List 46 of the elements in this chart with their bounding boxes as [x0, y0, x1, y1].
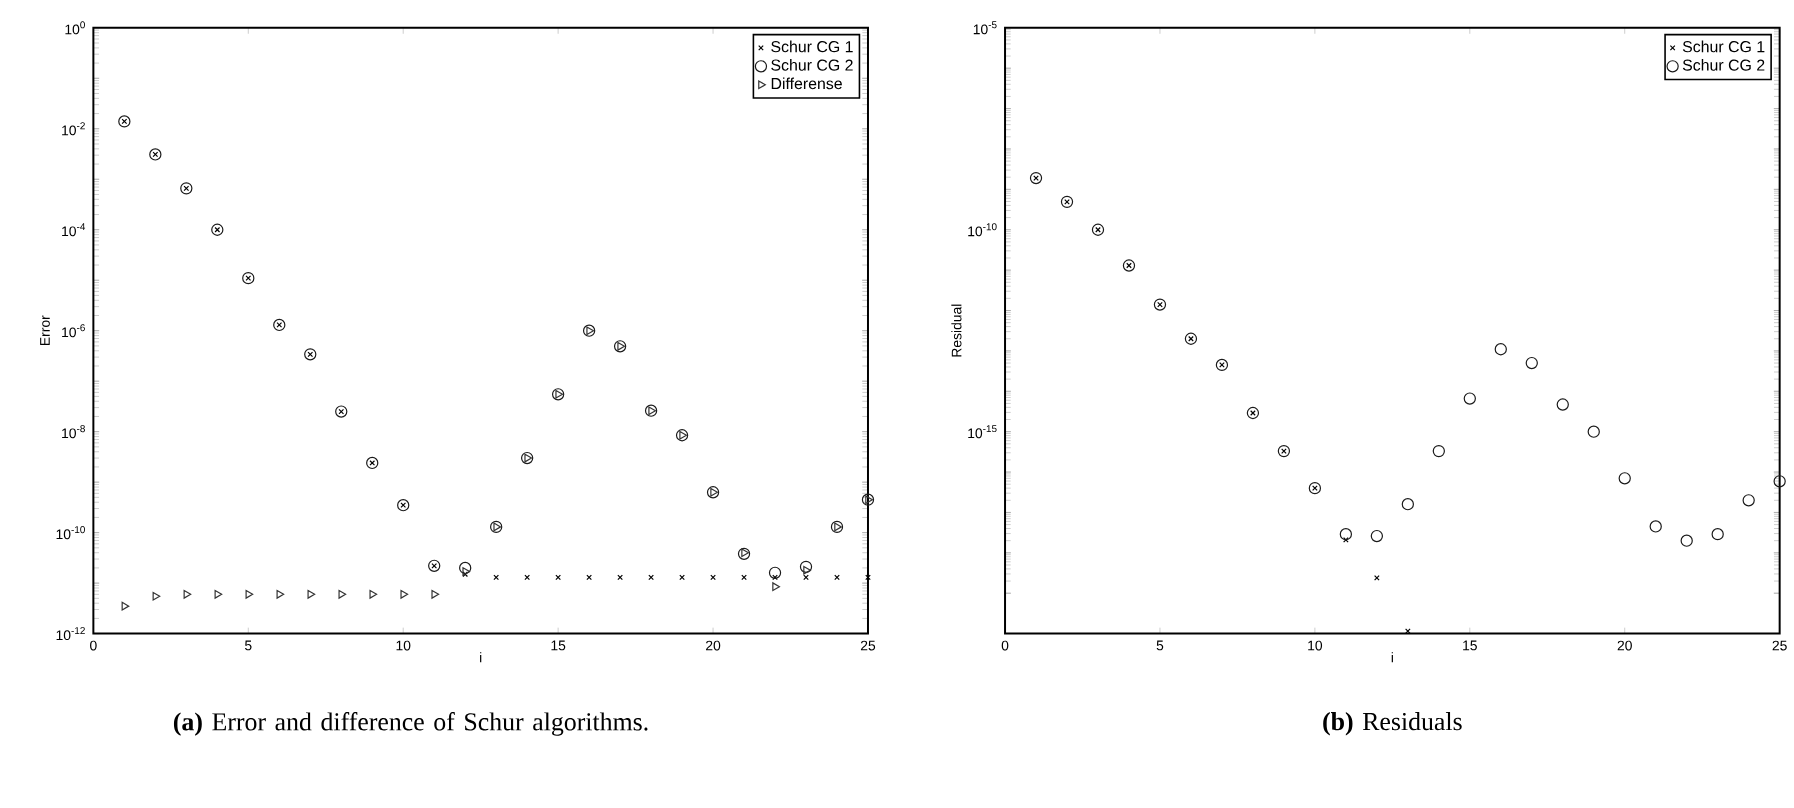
point	[710, 574, 716, 581]
point	[338, 589, 347, 599]
point	[1556, 398, 1569, 411]
point	[1649, 520, 1662, 533]
point	[803, 565, 811, 575]
point	[369, 589, 378, 599]
point	[1494, 342, 1507, 356]
point	[1401, 497, 1414, 511]
point	[462, 566, 471, 576]
point	[307, 589, 316, 599]
point	[555, 574, 561, 581]
point	[524, 574, 530, 581]
point	[1711, 527, 1724, 541]
point	[1587, 425, 1600, 438]
point	[679, 574, 685, 581]
point	[768, 566, 782, 579]
point	[617, 574, 623, 581]
point	[245, 589, 254, 599]
point	[276, 589, 285, 599]
point	[865, 574, 871, 581]
text: (b) Residuals	[1323, 711, 1462, 736]
point	[799, 560, 813, 573]
point	[834, 574, 840, 581]
point	[459, 561, 472, 574]
point	[121, 601, 130, 611]
point	[803, 574, 809, 581]
point	[1773, 474, 1786, 488]
point	[1432, 444, 1445, 458]
point	[400, 589, 409, 599]
point	[741, 574, 747, 581]
point	[1370, 529, 1384, 543]
point	[1680, 534, 1693, 547]
text: (a) Error and difference of Schur algorithms.	[173, 711, 648, 736]
point	[431, 589, 440, 599]
point	[1339, 527, 1353, 541]
point	[1525, 356, 1538, 370]
point	[183, 589, 192, 599]
point	[586, 574, 592, 581]
point	[152, 591, 161, 601]
point	[772, 582, 780, 591]
point	[493, 574, 500, 581]
point	[1463, 392, 1476, 405]
point	[648, 574, 654, 581]
point	[1742, 493, 1755, 507]
point	[1618, 471, 1631, 485]
point	[214, 589, 223, 599]
